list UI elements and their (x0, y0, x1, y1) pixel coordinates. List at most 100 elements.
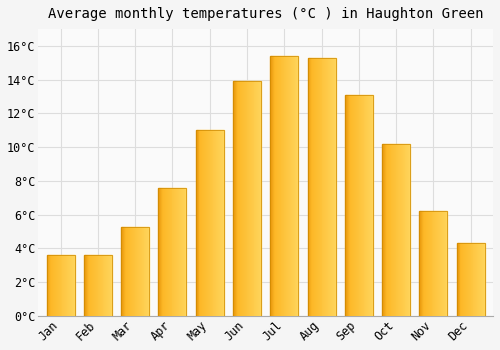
Bar (456, 243, 484, 316)
Bar (179, 188, 180, 316)
Bar (233, 82, 261, 316)
Bar (135, 226, 136, 316)
Bar (355, 95, 356, 316)
Bar (138, 226, 139, 316)
Bar (57, 255, 58, 316)
Bar (223, 130, 224, 316)
Bar (319, 58, 320, 316)
Bar (130, 226, 132, 316)
Bar (423, 211, 424, 316)
Bar (442, 211, 444, 316)
Bar (64, 255, 66, 316)
Bar (122, 226, 123, 316)
Bar (367, 95, 368, 316)
Bar (128, 226, 130, 316)
Bar (168, 188, 170, 316)
Bar (385, 144, 386, 316)
Bar (242, 82, 244, 316)
Bar (270, 56, 271, 316)
Bar (104, 255, 106, 316)
Bar (108, 255, 109, 316)
Bar (233, 82, 234, 316)
Bar (474, 243, 476, 316)
Bar (110, 255, 111, 316)
Bar (436, 211, 437, 316)
Bar (294, 56, 296, 316)
Bar (322, 58, 324, 316)
Bar (313, 58, 314, 316)
Bar (217, 130, 218, 316)
Bar (62, 255, 64, 316)
Bar (167, 188, 168, 316)
Bar (348, 95, 350, 316)
Bar (181, 188, 182, 316)
Bar (479, 243, 480, 316)
Bar (399, 144, 400, 316)
Bar (71, 255, 72, 316)
Bar (430, 211, 432, 316)
Bar (328, 58, 329, 316)
Bar (184, 188, 186, 316)
Bar (160, 188, 162, 316)
Bar (320, 58, 322, 316)
Bar (170, 188, 172, 316)
Bar (396, 144, 397, 316)
Bar (440, 211, 441, 316)
Bar (69, 255, 70, 316)
Bar (247, 82, 248, 316)
Bar (273, 56, 274, 316)
Bar (165, 188, 166, 316)
Bar (172, 188, 174, 316)
Bar (235, 82, 236, 316)
Bar (409, 144, 410, 316)
Bar (352, 95, 354, 316)
Bar (332, 58, 334, 316)
Bar (387, 144, 388, 316)
Bar (408, 144, 409, 316)
Bar (372, 95, 373, 316)
Bar (58, 255, 59, 316)
Bar (308, 58, 310, 316)
Bar (359, 95, 360, 316)
Bar (53, 255, 54, 316)
Bar (274, 56, 275, 316)
Bar (402, 144, 404, 316)
Bar (290, 56, 291, 316)
Bar (329, 58, 330, 316)
Bar (382, 144, 410, 316)
Bar (483, 243, 484, 316)
Bar (316, 58, 317, 316)
Bar (56, 255, 57, 316)
Bar (477, 243, 478, 316)
Bar (144, 226, 146, 316)
Bar (466, 243, 467, 316)
Bar (250, 82, 252, 316)
Bar (52, 255, 53, 316)
Title: Average monthly temperatures (°C ) in Haughton Green: Average monthly temperatures (°C ) in Ha… (48, 7, 484, 21)
Bar (134, 226, 135, 316)
Bar (366, 95, 367, 316)
Bar (331, 58, 332, 316)
Bar (238, 82, 240, 316)
Bar (84, 255, 85, 316)
Bar (136, 226, 137, 316)
Bar (244, 82, 245, 316)
Bar (218, 130, 219, 316)
Bar (397, 144, 398, 316)
Bar (206, 130, 207, 316)
Bar (460, 243, 462, 316)
Bar (93, 255, 94, 316)
Bar (50, 255, 51, 316)
Bar (463, 243, 464, 316)
Bar (55, 255, 56, 316)
Bar (124, 226, 125, 316)
Bar (456, 243, 458, 316)
Bar (106, 255, 107, 316)
Bar (346, 95, 348, 316)
Bar (174, 188, 175, 316)
Bar (219, 130, 220, 316)
Bar (401, 144, 402, 316)
Bar (252, 82, 254, 316)
Bar (292, 56, 294, 316)
Bar (70, 255, 71, 316)
